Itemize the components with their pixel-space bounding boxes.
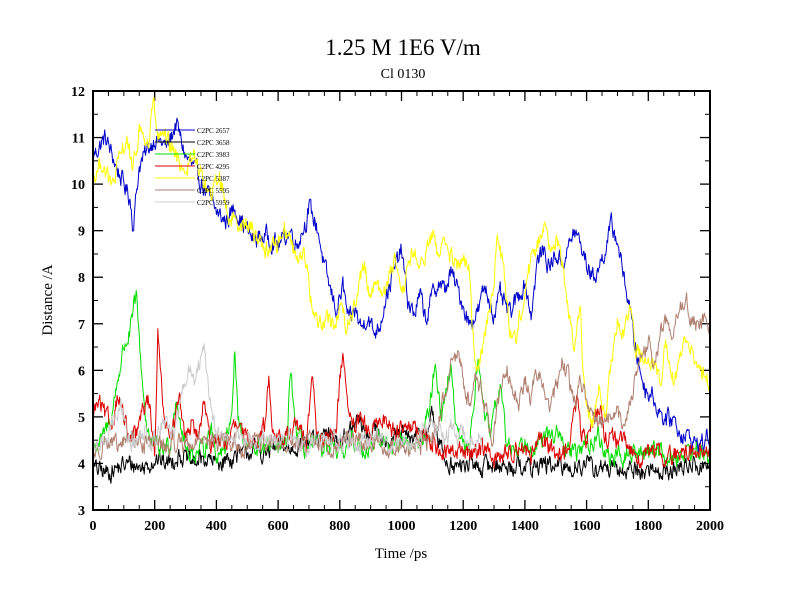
x-axis: 0 200 400 600 800 1000 1200 1400 1600 1800 2000 [90,91,724,534]
legend-label: C2PC 3983 [197,151,230,159]
y-axis-label: Distance /A [40,264,56,335]
x-axis-label: Time /ps [375,546,428,562]
y-tick-label: 4 [78,457,85,472]
y-tick-label: 7 [78,318,85,333]
x-tick-label: 1400 [511,519,539,534]
legend-label: C2PC 4295 [197,163,230,171]
series-line-c2pc-3983 [92,289,711,470]
legend-label: C2PC 5387 [197,175,230,183]
series-line-c2pc-5959 [92,343,483,458]
x-tick-label: 600 [268,519,289,534]
legend-label: C2PC 2657 [197,127,230,135]
x-tick-label: 0 [90,519,97,534]
legend: C2PC 2657 C2PC 3658 C2PC 3983 C2PC 4295 C2PC… [155,127,230,207]
legend-label: C2PC 5595 [197,187,230,195]
y-tick-label: 12 [71,85,85,100]
x-tick-label: 1000 [388,519,416,534]
x-tick-label: 2000 [696,519,724,534]
y-tick-label: 6 [78,364,85,379]
x-tick-label: 800 [329,519,350,534]
series-line-c2pc-5387 [92,97,711,428]
series-line-c2pc-3658 [92,405,711,484]
y-tick-label: 11 [72,132,85,147]
y-tick-label: 5 [78,411,85,426]
y-tick-label: 3 [78,504,85,519]
x-tick-label: 1200 [449,519,477,534]
series-line-c2pc-4295 [92,328,711,469]
x-tick-label: 200 [144,519,165,534]
y-tick-label: 10 [71,178,85,193]
y-tick-label: 9 [78,225,85,240]
x-tick-label: 1600 [573,519,601,534]
x-tick-label: 1800 [634,519,662,534]
legend-label: C2PC 5959 [197,199,230,207]
series-lines [92,97,711,484]
plot-frame [92,90,711,511]
chart-title: 1.25 M 1E6 V/m [325,35,481,60]
chart-subtitle: Cl 0130 [381,67,426,82]
x-tick-label: 400 [206,519,227,534]
legend-label: C2PC 3658 [197,139,230,147]
y-axis: 3 4 5 6 7 8 9 10 11 12 [71,85,710,519]
y-tick-label: 8 [78,271,85,286]
